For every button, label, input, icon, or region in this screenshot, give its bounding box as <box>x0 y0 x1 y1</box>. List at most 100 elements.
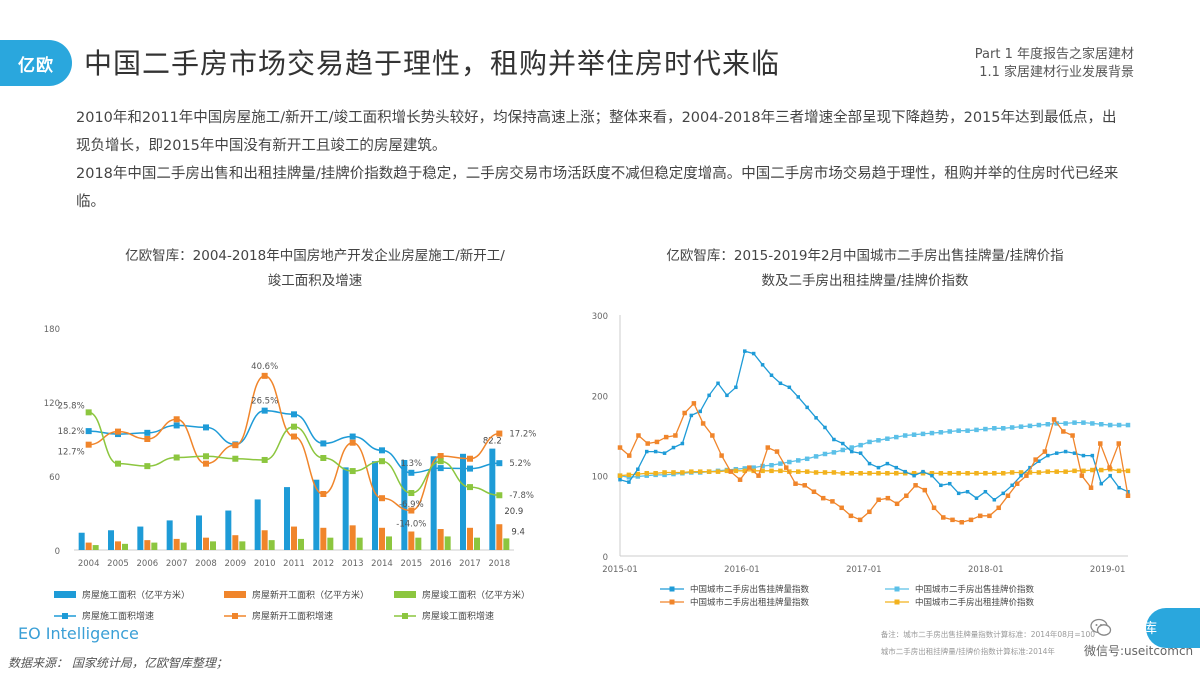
series-point <box>1107 465 1112 470</box>
growth-label: 40.6% <box>251 362 278 372</box>
series-point <box>663 434 669 440</box>
series-point <box>894 465 899 470</box>
growth-point <box>232 455 239 462</box>
data-label: 20.9 <box>504 507 523 517</box>
series-point <box>715 469 721 474</box>
series-point <box>1019 473 1023 478</box>
x-tick-label: 2016 <box>430 559 452 569</box>
series-point <box>938 471 944 476</box>
description-paragraph-1: 2010年和2011年中国房屋施工/新开工/竣工面积增长势头较好，均保持高速上涨… <box>76 110 1117 154</box>
note-line-1: 备注：城市二手房出售挂牌量指数计算标准：2014年08月=100 <box>880 630 1095 639</box>
y-tick-label: 200 <box>592 392 608 402</box>
series-point <box>737 477 743 482</box>
series-point <box>840 447 846 453</box>
series-point <box>680 441 685 446</box>
left-chart: 0 60 120 180 2004 2005 2006 2007 2008 2009 2010 201… <box>44 325 537 622</box>
growth-label: 12.7% <box>58 448 85 458</box>
watermark-id: 微信号:useitcomcn <box>1084 644 1194 658</box>
series-point <box>830 499 835 504</box>
growth-point <box>203 424 209 431</box>
series-point <box>992 426 997 431</box>
series-line <box>619 402 1129 523</box>
series-point <box>929 471 935 476</box>
series-point <box>662 451 667 455</box>
series-point <box>996 505 1001 511</box>
series-point <box>1051 417 1057 422</box>
growth-point <box>85 428 92 435</box>
note-line-2: 城市二手房出租挂牌量/挂牌价指数计算标准:2014年 <box>880 647 1055 656</box>
bar <box>78 532 85 550</box>
series-point <box>848 513 854 519</box>
series-point <box>911 432 917 437</box>
series-point <box>644 471 649 476</box>
series-point <box>950 517 955 523</box>
series-point <box>885 471 890 476</box>
left-chart-title-line-2: 竣工面积及增速 <box>267 273 363 289</box>
legend-label: 房屋竣工面积（亿平方米） <box>422 589 530 601</box>
x-tick-label: 2013 <box>342 559 364 569</box>
part-line-1: Part 1 年度报告之家居建材 <box>974 47 1134 62</box>
bar <box>386 536 392 550</box>
bar <box>85 542 92 550</box>
bar <box>349 525 356 550</box>
growth-label: 17.2% <box>509 430 536 440</box>
series-point <box>1090 467 1095 473</box>
series-point <box>1108 473 1112 478</box>
growth-point <box>173 416 180 423</box>
series-point <box>1028 465 1032 470</box>
x-tick-label: 2018 <box>489 559 511 569</box>
bar <box>291 526 297 550</box>
series-point <box>820 495 826 501</box>
bar <box>151 542 158 550</box>
x-tick-label: 2015 <box>401 559 423 569</box>
series-point <box>1036 422 1042 428</box>
series-point <box>894 471 899 476</box>
bar <box>196 515 202 550</box>
bar <box>122 543 128 550</box>
growth-label: -6.9% <box>399 500 424 510</box>
growth-point <box>437 458 444 465</box>
bar <box>298 538 304 550</box>
description: 2010年和2011年中国房屋施工/新开工/竣工面积增长势头较好，均保持高速上涨… <box>76 104 1126 216</box>
growth-point <box>379 458 385 465</box>
series-line <box>619 421 1128 478</box>
series-point <box>857 517 863 523</box>
x-tick-label: 2016-01 <box>724 565 760 575</box>
series-point <box>876 497 881 503</box>
x-tick-label: 2004 <box>78 559 100 569</box>
series-point <box>682 410 687 416</box>
growth-point <box>379 495 385 502</box>
legend-swatch <box>54 591 76 598</box>
series-point <box>921 469 925 474</box>
series-point <box>774 449 780 454</box>
growth-point <box>144 436 151 442</box>
series-point <box>894 434 899 440</box>
x-tick-label: 2007 <box>166 559 188 569</box>
series-point <box>987 513 992 519</box>
growth-point <box>408 507 415 514</box>
bar <box>460 453 466 550</box>
growth-point <box>203 460 209 467</box>
y-tick-label: 120 <box>44 399 60 409</box>
series-point <box>1116 441 1122 446</box>
legend-label: 中国城市二手房出售挂牌价指数 <box>915 584 1035 595</box>
growth-point <box>232 442 239 449</box>
series-point <box>876 471 881 476</box>
series-point <box>867 471 872 476</box>
series-point <box>1072 451 1077 455</box>
x-tick-label: 2011 <box>283 559 305 569</box>
series-point <box>1054 469 1059 474</box>
series-point <box>1054 451 1059 455</box>
series-point <box>876 465 881 470</box>
series-point <box>635 474 641 479</box>
series-point <box>734 385 738 390</box>
series-point <box>1117 485 1121 490</box>
series-point <box>793 481 798 486</box>
series-point <box>902 433 908 438</box>
series-point <box>689 469 694 474</box>
growth-point <box>144 429 151 436</box>
series-point <box>742 468 748 474</box>
series-point <box>965 489 970 494</box>
growth-point <box>467 465 473 472</box>
series-point <box>719 453 724 458</box>
